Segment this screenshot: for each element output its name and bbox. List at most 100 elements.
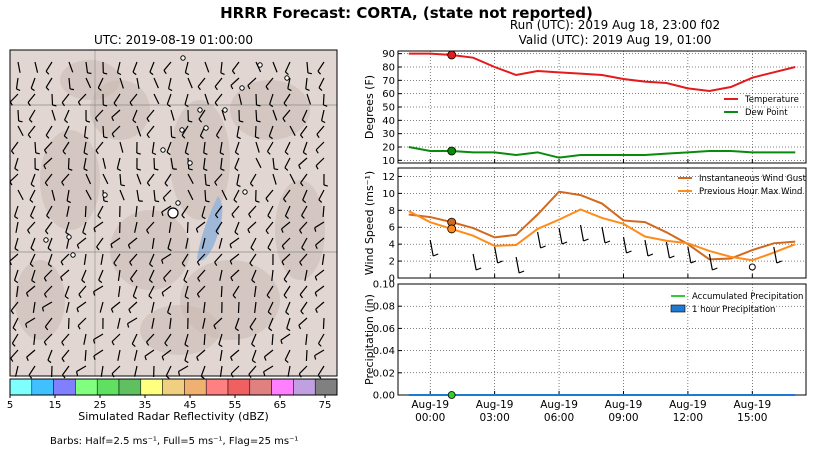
max-wind-line: [408, 208, 796, 262]
wind-barb: [102, 125, 105, 138]
wind-barb-flag: [184, 104, 189, 108]
wind-barb-flag: [315, 308, 318, 314]
wind-barb-flag: [83, 152, 88, 156]
wind-barb-flag: [161, 356, 165, 361]
wind-barb: [644, 239, 649, 257]
wind-barb: [100, 253, 104, 265]
wind-barb: [163, 269, 172, 279]
wind-barb-flag: [305, 88, 310, 91]
wind-barb-flag: [203, 152, 208, 155]
wind-barb: [321, 109, 325, 121]
wind-barb: [29, 253, 36, 265]
wind-barb: [315, 157, 325, 167]
wind-barb: [34, 141, 37, 154]
wind-barb-flag: [35, 152, 40, 155]
wind-barb-flag: [197, 86, 201, 91]
wind-barb: [236, 125, 240, 137]
x-tick-label: Aug-19: [669, 399, 707, 411]
wind-barb-flag: [45, 230, 49, 235]
wind-barb-flag: [298, 164, 301, 170]
wind-barb: [93, 285, 104, 293]
wind-barb-flag: [103, 136, 108, 139]
wind-barb: [28, 365, 36, 376]
wind-barb: [66, 189, 70, 201]
wind-barb-flag: [149, 71, 154, 76]
wind-barb-flag: [323, 184, 328, 187]
wind-barb-flag: [146, 182, 151, 187]
wind-barb: [169, 317, 172, 329]
wind-barb: [83, 333, 87, 345]
wind-barb: [213, 317, 223, 326]
wind-barb-flag: [44, 326, 49, 331]
wind-barb: [187, 173, 194, 184]
wind-barb-flag: [68, 168, 73, 171]
legend-label: 1 hour Precipitation: [692, 305, 775, 315]
wind-barb-flag: [669, 255, 675, 259]
wind-barb-flag: [300, 310, 304, 315]
wind-barb-flag: [299, 294, 303, 299]
wind-barb: [299, 253, 308, 263]
wind-barb: [83, 253, 87, 265]
wind-barb: [214, 77, 223, 87]
wind-barb: [255, 109, 258, 122]
wind-barb: [46, 205, 53, 216]
colorbar-segment: [31, 378, 54, 396]
wind-barb: [83, 141, 87, 153]
wind-barb: [129, 253, 138, 263]
wind-barb-flag: [315, 244, 318, 249]
wind-barb: [161, 205, 172, 213]
wind-barb-flag: [285, 71, 289, 76]
wind-barb: [306, 61, 309, 74]
wind-barb: [204, 173, 207, 186]
wind-barb: [579, 224, 585, 242]
wind-barb: [135, 205, 138, 217]
wind-barb-flag: [152, 152, 157, 156]
wind-barb: [81, 269, 87, 281]
wind-barb: [195, 221, 206, 230]
wind-barb: [271, 269, 274, 281]
wind-barb: [83, 125, 87, 137]
wind-barb-flag: [61, 181, 65, 186]
wind-barb: [472, 253, 477, 271]
wind-barb-flag: [167, 311, 172, 316]
y-tick-label: 12: [382, 172, 395, 183]
terrain-ridge: [40, 130, 100, 230]
wind-barb: [301, 109, 308, 121]
y-axis-label: Wind Speed (ms⁻¹): [363, 171, 376, 275]
wind-barb: [249, 317, 257, 328]
wind-barb: [284, 349, 291, 361]
colorbar-segment: [249, 378, 272, 396]
wind-barb: [231, 205, 240, 215]
colorbar-label: Simulated Radar Reflectivity (dBZ): [78, 410, 269, 423]
x-tick-label: Aug-19: [605, 399, 643, 411]
wind-barb-flag: [163, 277, 167, 282]
wind-barb: [29, 205, 36, 217]
wind-barb-flag: [127, 244, 131, 249]
wind-barb: [265, 77, 274, 87]
y-tick-label: 8: [389, 206, 395, 217]
wind-barb-flag: [318, 87, 323, 91]
wind-barb-flag: [220, 72, 225, 75]
wind-barb-flag: [283, 102, 288, 107]
panel-frame: [397, 167, 807, 279]
wind-barb-flag: [268, 327, 273, 332]
wind-barb: [317, 333, 325, 344]
wind-barb: [64, 109, 70, 121]
wind-barb-flag: [280, 228, 284, 233]
wind-barb: [166, 141, 172, 153]
wind-barb-flag: [154, 168, 159, 171]
wind-barb: [250, 237, 257, 249]
legend-label: Dew Point: [745, 108, 788, 118]
wind-barb-flag: [185, 152, 190, 156]
wind-barb: [181, 205, 189, 216]
wind-barb-flag: [214, 261, 218, 266]
wind-barb: [272, 173, 277, 185]
wind-barb-flag: [111, 373, 115, 378]
wind-barb: [97, 205, 104, 216]
y-tick-label: 50: [382, 103, 395, 114]
wind-barb: [13, 269, 19, 281]
y-tick-label: 80: [382, 63, 395, 74]
wind-barb: [84, 205, 87, 218]
wind-barb: [64, 285, 70, 297]
wind-barb-flag: [87, 72, 92, 75]
